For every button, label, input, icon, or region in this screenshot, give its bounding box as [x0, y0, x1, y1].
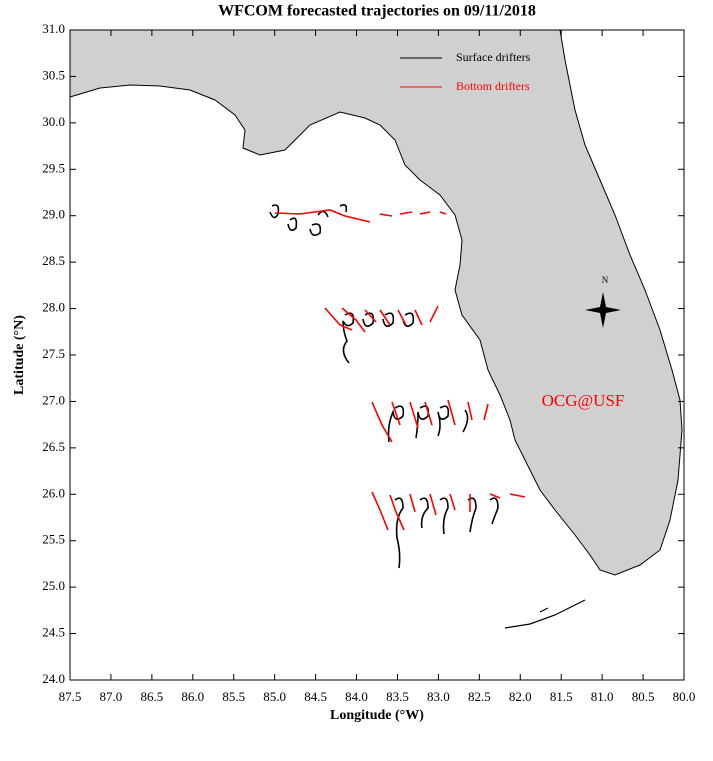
keys	[504, 599, 586, 629]
x-tick-label: 86.0	[181, 689, 204, 704]
x-tick-label: 85.0	[263, 689, 286, 704]
annotation: OCG@USF	[542, 391, 625, 410]
x-tick-label: 86.5	[140, 689, 163, 704]
chart-title: WFCOM forecasted trajectories on 09/11/2…	[218, 3, 536, 20]
legend-label: Surface drifters	[456, 50, 531, 64]
compass-rose	[585, 292, 621, 328]
y-tick-label: 29.5	[42, 160, 65, 175]
y-tick-label: 26.5	[42, 439, 65, 454]
y-tick-label: 24.0	[42, 671, 65, 686]
x-tick-label: 81.0	[591, 689, 614, 704]
y-tick-label: 30.0	[42, 114, 65, 129]
x-tick-label: 81.5	[550, 689, 573, 704]
x-tick-label: 87.0	[100, 689, 123, 704]
bottom-tracks	[274, 209, 526, 531]
x-tick-label: 85.5	[222, 689, 245, 704]
y-tick-label: 29.0	[42, 207, 65, 222]
x-tick-label: 80.0	[673, 689, 696, 704]
x-tick-label: 84.5	[304, 689, 327, 704]
x-tick-label: 84.0	[345, 689, 368, 704]
surface-tracks	[269, 204, 499, 569]
y-tick-label: 27.5	[42, 346, 65, 361]
y-tick-label: 28.5	[42, 253, 65, 268]
x-tick-label: 82.0	[509, 689, 532, 704]
land	[69, 29, 683, 576]
y-tick-label: 24.5	[42, 625, 65, 640]
y-axis-label: Latitude (°N)	[12, 315, 27, 395]
x-axis-label: Longitude (°W)	[330, 708, 424, 723]
compass-label: N	[602, 275, 609, 285]
y-tick-label: 31.0	[42, 21, 65, 36]
y-tick-label: 26.0	[42, 485, 65, 500]
x-tick-label: 82.5	[468, 689, 491, 704]
x-tick-label: 87.5	[59, 689, 82, 704]
y-tick-label: 27.0	[42, 392, 65, 407]
x-tick-label: 83.5	[386, 689, 409, 704]
compass	[585, 292, 621, 328]
y-tick-label: 25.0	[42, 578, 65, 593]
y-tick-label: 25.5	[42, 532, 65, 547]
x-tick-label: 83.0	[427, 689, 450, 704]
legend-label: Bottom drifters	[456, 79, 530, 93]
y-tick-label: 28.0	[42, 300, 65, 315]
y-tick-label: 30.5	[42, 67, 65, 82]
x-tick-label: 80.5	[632, 689, 655, 704]
